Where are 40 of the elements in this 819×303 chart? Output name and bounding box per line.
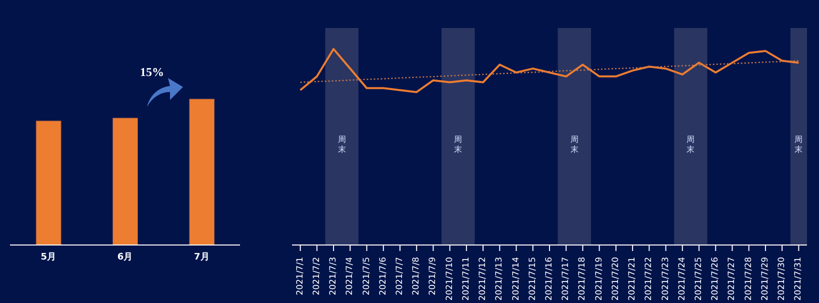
x-tick-label: 2021/7/14 [511,257,522,301]
x-tick-label: 2021/7/8 [412,257,422,296]
x-tick-label: 2021/7/5 [362,257,372,296]
x-tick-label: 2021/7/26 [710,257,721,301]
x-tick-label: 2021/7/23 [660,257,671,301]
x-tick-label: 2021/7/15 [528,257,538,301]
x-tick-label: 2021/7/1 [295,257,306,296]
x-tick-label: 2021/7/25 [694,257,704,301]
x-tick-label: 2021/7/29 [760,257,770,301]
x-tick-label: 2021/7/11 [461,257,472,301]
x-tick-label: 2021/7/28 [744,257,754,301]
x-tick-label: 2021/7/12 [478,257,488,301]
x-tick-label: 2021/7/21 [628,257,638,301]
x-tick-label: 2021/7/20 [610,257,621,301]
x-tick-label: 2021/7/6 [378,257,388,296]
x-tick-label: 2021/7/4 [345,257,356,296]
x-tick-label: 2021/7/17 [561,257,572,301]
x-tick-label: 5月 [40,251,56,262]
x-tick-label: 2021/7/2 [312,257,322,296]
x-tick-label: 2021/7/16 [544,257,554,301]
x-tick-label: 2021/7/19 [594,257,604,301]
x-tick-label: 7月 [194,251,210,262]
x-tick-label: 2021/7/24 [677,257,688,301]
x-tick-label: 2021/7/3 [328,257,339,296]
x-tick-label: 2021/7/30 [777,257,788,301]
x-tick-label: 2021/7/27 [727,257,738,301]
band-label: 周末 [570,135,578,154]
x-tick-label: 2021/7/31 [794,257,804,301]
x-tick-label: 6月 [117,251,133,262]
x-tick-label: 2021/7/18 [578,257,588,301]
text: 15% [140,65,164,80]
band-label: 周末 [454,135,462,154]
band-label: 周末 [338,135,346,154]
band-label: 周末 [686,135,695,154]
x-tick-label: 2021/7/13 [494,257,505,301]
x-tick-label: 2021/7/10 [444,257,455,301]
x-tick-label: 2021/7/22 [644,257,654,301]
x-tick-label: 2021/7/7 [394,257,405,296]
x-tick-label: 2021/7/9 [428,257,438,296]
band-label: 周末 [794,135,803,154]
